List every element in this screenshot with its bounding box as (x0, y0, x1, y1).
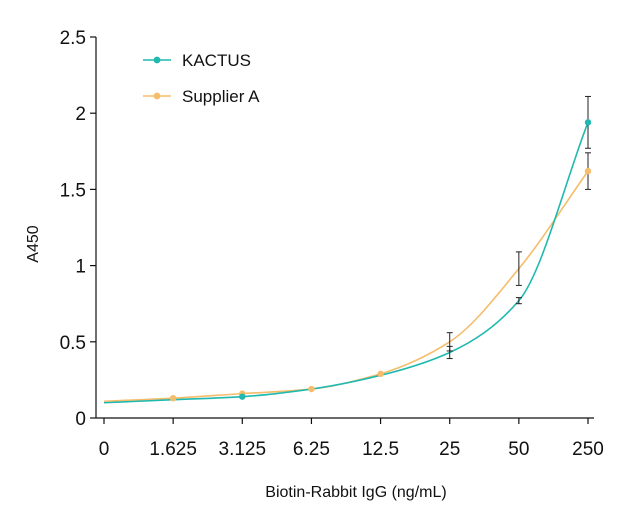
legend-label: Supplier A (182, 87, 260, 106)
legend-label: KACTUS (182, 51, 251, 70)
x-tick-label: 250 (572, 439, 604, 460)
data-point (584, 119, 592, 126)
legend: KACTUS Supplier A (143, 51, 260, 106)
series-layer (103, 122, 589, 404)
y-axis-title: A450 (25, 225, 42, 262)
y-tick-label: 1.5 (60, 180, 86, 201)
x-tick-label: 6.25 (293, 439, 330, 460)
legend-marker (153, 56, 161, 64)
y-tick-label: 2.5 (60, 28, 86, 49)
legend-marker (153, 92, 161, 100)
x-axis-title: Biotin-Rabbit IgG (ng/mL) (265, 484, 446, 501)
x-tick-label: 50 (508, 439, 529, 460)
series-line-kactus (103, 122, 589, 404)
errorbar-layer (446, 95, 591, 360)
y-tick-label: 0.5 (60, 333, 86, 354)
x-tick-label: 3.125 (219, 439, 267, 460)
x-tick-label: 1.625 (149, 439, 197, 460)
marker-layer (169, 119, 592, 402)
series-line-supplier-a (103, 170, 589, 403)
data-point (239, 393, 246, 400)
data-point (169, 394, 177, 402)
data-point (584, 167, 592, 175)
x-axis: 0 1.625 3.125 6.25 12.5 25 50 250 (96, 417, 604, 460)
y-tick-label: 0 (75, 409, 86, 430)
data-point (377, 370, 384, 378)
y-axis: 0 0.5 1 1.5 2 2.5 (60, 28, 97, 430)
x-tick-label: 25 (439, 439, 460, 460)
data-point (308, 385, 315, 393)
y-tick-label: 2 (75, 104, 86, 125)
y-tick-label: 1 (75, 257, 86, 278)
x-tick-label: 0 (99, 439, 110, 460)
x-tick-label: 12.5 (362, 439, 399, 460)
